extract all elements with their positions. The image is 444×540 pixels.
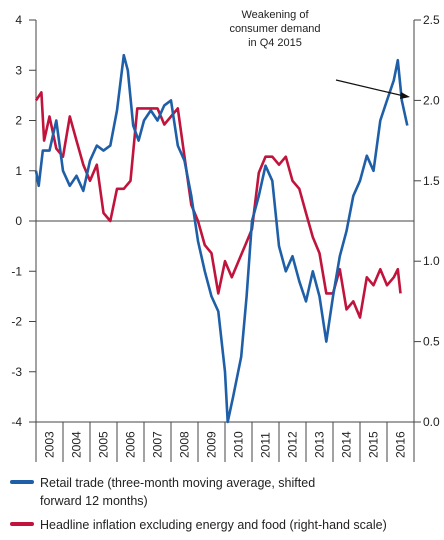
x-tick-label: 2003 xyxy=(43,431,57,458)
y-tick-label: -3 xyxy=(11,365,22,379)
series-line xyxy=(34,91,402,319)
y-tick-label: -2 xyxy=(11,315,22,329)
x-tick-label: 2009 xyxy=(205,431,219,458)
chart: 4 3 2 1 0 -1 -2 -3 -4 2.5 2.0 1.5 1.0 0.5 0.0 2003 2004 2… xyxy=(11,9,440,462)
x-tick-label: 2012 xyxy=(286,431,300,458)
annotation-arrow xyxy=(335,79,405,97)
y2-tick-label: 2.0 xyxy=(423,93,440,107)
y2-tick-label: 0.5 xyxy=(423,335,440,349)
y-tick-label: 0 xyxy=(15,214,22,228)
x-tick-label: 2005 xyxy=(97,431,111,458)
annotation: in Q4 2015 xyxy=(248,37,302,49)
y-tick-label: 1 xyxy=(15,164,22,178)
x-tick-label: 2014 xyxy=(340,431,354,458)
y-tick-label: -1 xyxy=(11,264,22,278)
x-tick-label: 2011 xyxy=(259,432,273,458)
legend: Retail trade (three-month moving average… xyxy=(0,470,444,540)
y-tick-label: -4 xyxy=(11,415,22,429)
x-tick-label: 2006 xyxy=(124,431,138,458)
series-line xyxy=(34,53,409,424)
annotation-arrowhead xyxy=(400,92,410,99)
y2-tick-label: 2.5 xyxy=(423,13,440,27)
x-tick-label: 2004 xyxy=(70,431,84,458)
x-tick-label: 2010 xyxy=(232,431,246,458)
x-tick-label: 2015 xyxy=(367,431,381,458)
legend-label: Headline inflation excluding energy and … xyxy=(40,518,387,532)
y2-tick-label: 1.0 xyxy=(423,254,440,268)
legend-item: Headline inflation excluding energy and … xyxy=(10,516,444,534)
x-tick-label: 2007 xyxy=(151,431,165,458)
annotation: Weakening of xyxy=(241,9,309,21)
legend-item: Retail trade (three-month moving average… xyxy=(10,474,444,510)
x-tick-label: 2013 xyxy=(313,431,327,458)
legend-swatch xyxy=(10,522,34,526)
legend-swatch xyxy=(10,480,34,484)
y-tick-label: 3 xyxy=(15,63,22,77)
legend-label: Retail trade (three-month moving average… xyxy=(40,476,316,508)
x-tick-label: 2016 xyxy=(394,431,408,458)
annotation: consumer demand xyxy=(229,23,320,35)
x-tick-label: 2008 xyxy=(178,431,192,458)
y-tick-label: 2 xyxy=(15,114,22,128)
y2-tick-label: 1.5 xyxy=(423,174,440,188)
y-tick-label: 4 xyxy=(15,13,22,27)
y2-tick-label: 0.0 xyxy=(423,415,440,429)
